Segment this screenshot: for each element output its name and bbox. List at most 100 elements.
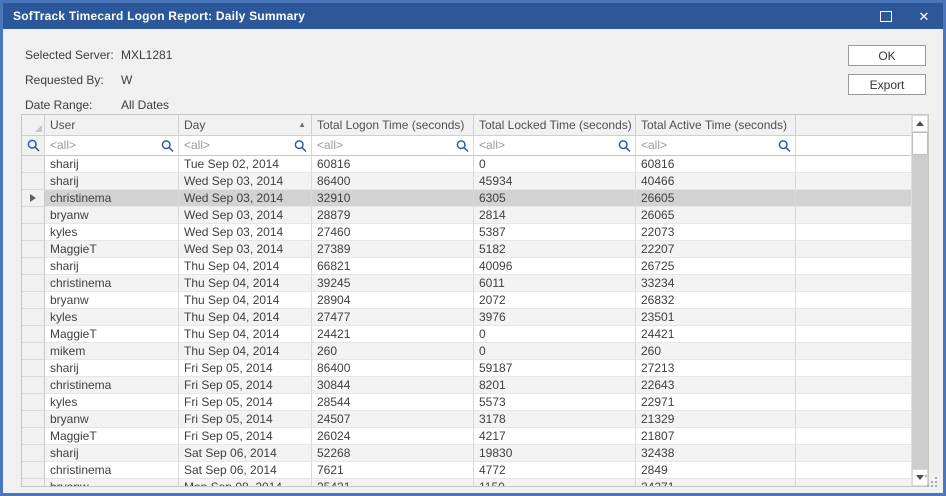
- vertical-scrollbar[interactable]: [911, 115, 928, 486]
- maximize-button[interactable]: [867, 3, 905, 29]
- cell-logon[interactable]: 39245: [312, 275, 474, 292]
- cell-day[interactable]: Wed Sep 03, 2014: [179, 190, 312, 207]
- row-indicator-cell[interactable]: [22, 190, 45, 207]
- cell-locked[interactable]: 4772: [474, 462, 636, 479]
- cell-user[interactable]: sharij: [45, 173, 179, 190]
- cell-day[interactable]: Thu Sep 04, 2014: [179, 275, 312, 292]
- cell-day[interactable]: Wed Sep 03, 2014: [179, 241, 312, 258]
- column-header-day[interactable]: Day ▲: [179, 115, 312, 136]
- search-icon[interactable]: [456, 139, 469, 152]
- cell-active[interactable]: 33234: [636, 275, 796, 292]
- cell-logon[interactable]: 7621: [312, 462, 474, 479]
- row-indicator-cell[interactable]: [22, 292, 45, 309]
- cell-user[interactable]: christinema: [45, 275, 179, 292]
- cell-logon[interactable]: 28544: [312, 394, 474, 411]
- row-indicator-cell[interactable]: [22, 343, 45, 360]
- column-header-active-time[interactable]: Total Active Time (seconds): [636, 115, 796, 136]
- cell-active[interactable]: 24421: [636, 326, 796, 343]
- filter-input-logon-time[interactable]: <all>: [312, 136, 474, 156]
- row-indicator-cell[interactable]: [22, 241, 45, 258]
- cell-logon[interactable]: 86400: [312, 360, 474, 377]
- filter-input-locked-time[interactable]: <all>: [474, 136, 636, 156]
- cell-active[interactable]: 21807: [636, 428, 796, 445]
- cell-locked[interactable]: 3178: [474, 411, 636, 428]
- cell-user[interactable]: christinema: [45, 462, 179, 479]
- cell-locked[interactable]: 5387: [474, 224, 636, 241]
- row-indicator-cell[interactable]: [22, 326, 45, 343]
- cell-user[interactable]: bryanw: [45, 207, 179, 224]
- row-indicator-cell[interactable]: [22, 275, 45, 292]
- table-row[interactable]: kyles Thu Sep 04, 2014 27477 3976 23501: [22, 309, 911, 326]
- table-row[interactable]: kyles Fri Sep 05, 2014 28544 5573 22971: [22, 394, 911, 411]
- scrollbar-thumb[interactable]: [912, 132, 928, 155]
- cell-locked[interactable]: 6305: [474, 190, 636, 207]
- cell-active[interactable]: 32438: [636, 445, 796, 462]
- cell-active[interactable]: 24271: [636, 479, 796, 486]
- cell-active[interactable]: 22073: [636, 224, 796, 241]
- cell-logon[interactable]: 24421: [312, 326, 474, 343]
- cell-active[interactable]: 26725: [636, 258, 796, 275]
- row-indicator-cell[interactable]: [22, 479, 45, 486]
- cell-logon[interactable]: 32910: [312, 190, 474, 207]
- table-row[interactable]: christinema Wed Sep 03, 2014 32910 6305 2660…: [22, 190, 911, 207]
- cell-active[interactable]: 60816: [636, 156, 796, 173]
- column-header-locked-time[interactable]: Total Locked Time (seconds): [474, 115, 636, 136]
- cell-user[interactable]: kyles: [45, 309, 179, 326]
- cell-active[interactable]: 260: [636, 343, 796, 360]
- cell-user[interactable]: MaggieT: [45, 428, 179, 445]
- cell-locked[interactable]: 1150: [474, 479, 636, 486]
- cell-locked[interactable]: 59187: [474, 360, 636, 377]
- cell-active[interactable]: 27213: [636, 360, 796, 377]
- table-row[interactable]: bryanw Fri Sep 05, 2014 24507 3178 21329: [22, 411, 911, 428]
- cell-user[interactable]: kyles: [45, 394, 179, 411]
- search-icon[interactable]: [161, 139, 174, 152]
- resize-grip[interactable]: [925, 475, 939, 489]
- row-indicator-cell[interactable]: [22, 173, 45, 190]
- cell-user[interactable]: bryanw: [45, 479, 179, 486]
- scroll-down-button[interactable]: [912, 469, 928, 486]
- table-row[interactable]: bryanw Thu Sep 04, 2014 28904 2072 26832: [22, 292, 911, 309]
- cell-day[interactable]: Fri Sep 05, 2014: [179, 360, 312, 377]
- cell-active[interactable]: 2849: [636, 462, 796, 479]
- cell-locked[interactable]: 8201: [474, 377, 636, 394]
- cell-day[interactable]: Fri Sep 05, 2014: [179, 411, 312, 428]
- table-row[interactable]: MaggieT Wed Sep 03, 2014 27389 5182 22207: [22, 241, 911, 258]
- table-row[interactable]: bryanw Wed Sep 03, 2014 28879 2814 26065: [22, 207, 911, 224]
- table-row[interactable]: christinema Fri Sep 05, 2014 30844 8201 2264…: [22, 377, 911, 394]
- cell-user[interactable]: bryanw: [45, 411, 179, 428]
- cell-user[interactable]: christinema: [45, 190, 179, 207]
- row-indicator-cell[interactable]: [22, 428, 45, 445]
- row-indicator-cell[interactable]: [22, 224, 45, 241]
- cell-day[interactable]: Thu Sep 04, 2014: [179, 326, 312, 343]
- cell-day[interactable]: Wed Sep 03, 2014: [179, 207, 312, 224]
- cell-locked[interactable]: 45934: [474, 173, 636, 190]
- cell-day[interactable]: Thu Sep 04, 2014: [179, 343, 312, 360]
- table-row[interactable]: sharij Wed Sep 03, 2014 86400 45934 40466: [22, 173, 911, 190]
- cell-logon[interactable]: 28904: [312, 292, 474, 309]
- cell-logon[interactable]: 27389: [312, 241, 474, 258]
- search-icon[interactable]: [618, 139, 631, 152]
- cell-user[interactable]: MaggieT: [45, 241, 179, 258]
- cell-locked[interactable]: 5573: [474, 394, 636, 411]
- row-indicator-cell[interactable]: [22, 462, 45, 479]
- cell-active[interactable]: 26605: [636, 190, 796, 207]
- row-indicator-cell[interactable]: [22, 156, 45, 173]
- cell-logon[interactable]: 26024: [312, 428, 474, 445]
- row-indicator-cell[interactable]: [22, 394, 45, 411]
- cell-logon[interactable]: 30844: [312, 377, 474, 394]
- cell-day[interactable]: Sat Sep 06, 2014: [179, 462, 312, 479]
- cell-locked[interactable]: 0: [474, 326, 636, 343]
- cell-logon[interactable]: 60816: [312, 156, 474, 173]
- close-button[interactable]: ✕: [905, 3, 943, 29]
- cell-day[interactable]: Wed Sep 03, 2014: [179, 173, 312, 190]
- row-indicator-cell[interactable]: [22, 360, 45, 377]
- table-row[interactable]: sharij Tue Sep 02, 2014 60816 0 60816: [22, 156, 911, 173]
- cell-active[interactable]: 22643: [636, 377, 796, 394]
- cell-active[interactable]: 26832: [636, 292, 796, 309]
- cell-logon[interactable]: 66821: [312, 258, 474, 275]
- cell-logon[interactable]: 52268: [312, 445, 474, 462]
- cell-day[interactable]: Thu Sep 04, 2014: [179, 258, 312, 275]
- search-icon[interactable]: [294, 139, 307, 152]
- row-indicator-cell[interactable]: [22, 309, 45, 326]
- cell-logon[interactable]: 260: [312, 343, 474, 360]
